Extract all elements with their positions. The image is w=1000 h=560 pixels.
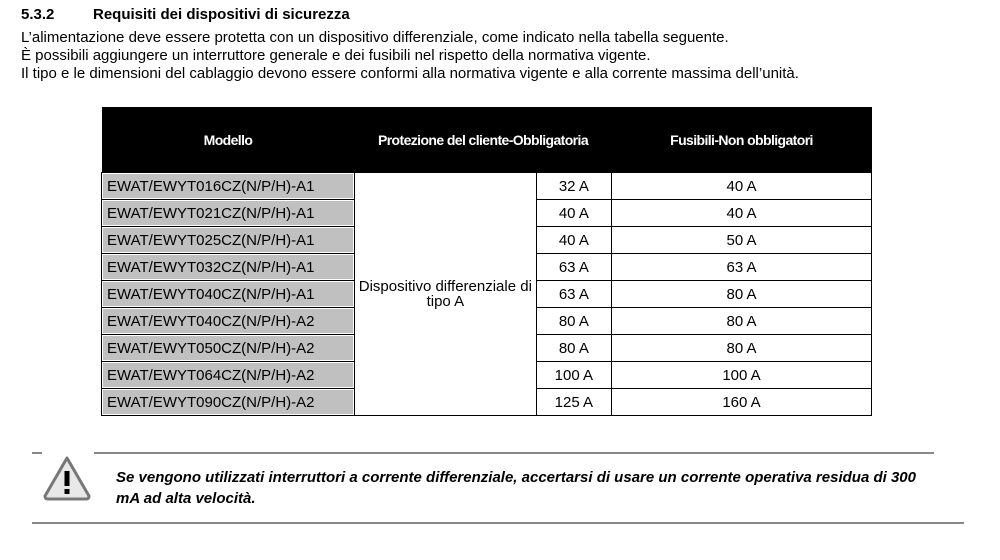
model-cell: EWAT/EWYT090CZ(N/P/H)-A2 <box>101 388 355 416</box>
current-cell: 100 A <box>535 361 613 389</box>
table-row: EWAT/EWYT025CZ(N/P/H)-A1 40 A 50 A <box>101 226 872 254</box>
section-number: 5.3.2 <box>21 6 55 23</box>
paragraph: L’alimentazione deve essere protetta con… <box>21 29 729 46</box>
model-cell: EWAT/EWYT050CZ(N/P/H)-A2 <box>101 334 355 362</box>
fuse-cell: 50 A <box>611 226 872 254</box>
current-cell: 80 A <box>535 334 613 362</box>
section-title: Requisiti dei dispositivi di sicurezza <box>93 6 350 23</box>
header-fuses: Fusibili-Non obbligatori <box>611 107 872 173</box>
table-row: EWAT/EWYT040CZ(N/P/H)-A1 63 A 80 A <box>101 280 872 308</box>
table-row: EWAT/EWYT021CZ(N/P/H)-A1 40 A 40 A <box>101 199 872 227</box>
header-model: Modello <box>101 107 355 173</box>
current-cell: 40 A <box>535 199 613 227</box>
model-cell: EWAT/EWYT032CZ(N/P/H)-A1 <box>101 253 355 281</box>
model-cell: EWAT/EWYT040CZ(N/P/H)-A1 <box>101 280 355 308</box>
current-cell: 80 A <box>535 307 613 335</box>
protection-cell: Dispositivo differenziale di tipo A <box>354 172 537 416</box>
table-row: EWAT/EWYT064CZ(N/P/H)-A2 100 A 100 A <box>101 361 872 389</box>
header-protection: Protezione del cliente-Obbligatoria <box>354 107 612 173</box>
paragraph: Il tipo e le dimensioni del cablaggio de… <box>21 65 799 82</box>
model-cell: EWAT/EWYT025CZ(N/P/H)-A1 <box>101 226 355 254</box>
fuse-cell: 40 A <box>611 172 872 200</box>
current-cell: 40 A <box>535 226 613 254</box>
table-row: EWAT/EWYT050CZ(N/P/H)-A2 80 A 80 A <box>101 334 872 362</box>
model-cell: EWAT/EWYT016CZ(N/P/H)-A1 <box>101 172 355 200</box>
divider <box>32 522 964 524</box>
current-cell: 32 A <box>535 172 613 200</box>
fuse-cell: 80 A <box>611 307 872 335</box>
paragraph: È possibili aggiungere un interruttore g… <box>21 47 651 64</box>
current-cell: 63 A <box>535 280 613 308</box>
divider <box>32 452 42 454</box>
table-row: EWAT/EWYT040CZ(N/P/H)-A2 80 A 80 A <box>101 307 872 335</box>
fuse-cell: 100 A <box>611 361 872 389</box>
table-row: EWAT/EWYT090CZ(N/P/H)-A2 125 A 160 A <box>101 388 872 416</box>
table-row: EWAT/EWYT032CZ(N/P/H)-A1 63 A 63 A <box>101 253 872 281</box>
protection-table: Modello Protezione del cliente-Obbligato… <box>101 107 872 416</box>
section-heading: 5.3.2 Requisiti dei dispositivi di sicure… <box>21 6 350 23</box>
fuse-cell: 63 A <box>611 253 872 281</box>
fuse-cell: 160 A <box>611 388 872 416</box>
warning-triangle-icon <box>42 455 92 506</box>
fuse-cell: 80 A <box>611 280 872 308</box>
fuse-cell: 40 A <box>611 199 872 227</box>
current-cell: 63 A <box>535 253 613 281</box>
table-row: EWAT/EWYT016CZ(N/P/H)-A1 Dispositivo diff… <box>101 172 872 416</box>
fuse-cell: 80 A <box>611 334 872 362</box>
current-cell: 125 A <box>535 388 613 416</box>
warning-text: Se vengono utilizzati interruttori a cor… <box>116 469 916 507</box>
model-cell: EWAT/EWYT040CZ(N/P/H)-A2 <box>101 307 355 335</box>
model-cell: EWAT/EWYT064CZ(N/P/H)-A2 <box>101 361 355 389</box>
divider <box>94 452 934 454</box>
model-cell: EWAT/EWYT021CZ(N/P/H)-A1 <box>101 199 355 227</box>
